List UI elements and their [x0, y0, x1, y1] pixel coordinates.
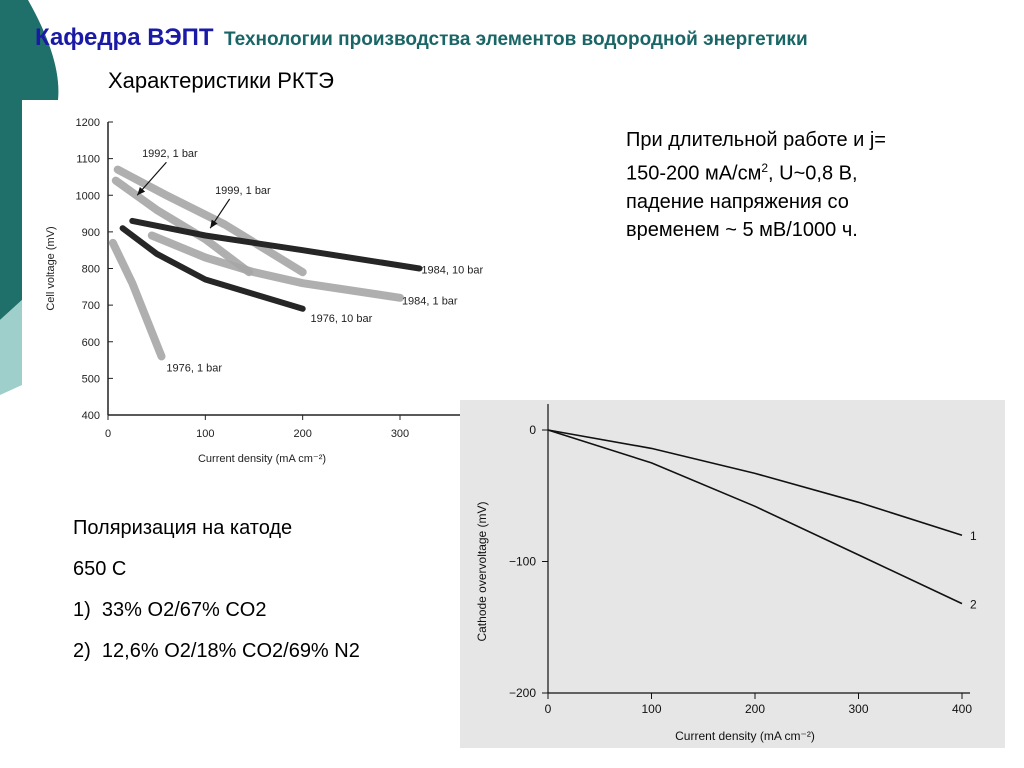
arrow-head-1999-1-bar: [210, 219, 218, 229]
series-line-1976-10-bar: [119, 225, 306, 312]
arrow-head-1992-1-bar: [137, 186, 146, 196]
annotation-1984-10-bar: 1984, 10 bar: [421, 265, 483, 277]
decorative-teal-shapes: [0, 0, 59, 395]
x-tick-label-400: 400: [952, 702, 972, 716]
series-line-1976-1-bar: [108, 238, 166, 361]
note-line-2-post: , U~0,8 В,: [768, 162, 858, 185]
note-line-2: 150-200 мА/см2, U~0,8 В,: [626, 154, 986, 188]
y-tick-label-600: 600: [82, 337, 100, 349]
y-tick-label-1000: 1000: [76, 190, 100, 202]
course-title: Технологии производства элементов водоро…: [224, 29, 808, 50]
note-line-2-pre: 150-200 мА/см: [626, 162, 762, 185]
item-1-number: 1): [73, 599, 91, 621]
y-axis-label: Cell voltage (mV): [45, 226, 57, 310]
cell-voltage-chart: 400 500 600 700 800 900 1000 1100 1200 0 100 200 300…: [45, 117, 484, 465]
x-tick-label-300: 300: [848, 702, 868, 716]
series-line-1992-1-bar: [111, 176, 254, 277]
annotation-1992-1-bar: 1992, 1 bar: [142, 148, 198, 160]
polarization-item-1: 1) 33% O2/67% CO2: [73, 599, 360, 640]
y-tick-label-800: 800: [82, 264, 100, 276]
annotation-1984-1-bar: 1984, 1 bar: [402, 296, 458, 308]
polarization-title: Поляризация на катоде: [73, 517, 293, 539]
teal-light-shape: [0, 300, 22, 395]
note-line-1: При длительной работе и j=: [626, 129, 886, 151]
polarization-item-2: 2) 12,6% O2/18% CO2/69% N2: [73, 640, 360, 681]
y-tick-label-1200: 1200: [76, 117, 100, 129]
annotation-1976-1-bar: 1976, 1 bar: [166, 362, 222, 374]
y-tick-label-700: 700: [82, 300, 100, 312]
teal-dark-shape: [0, 0, 59, 320]
slide-header: Кафедра ВЭПТ Технологии производства эле…: [35, 24, 808, 52]
y-axis-label: Cathode overvoltage (mV): [475, 501, 489, 641]
x-tick-label-0: 0: [545, 702, 552, 716]
y-tick-label-1: −100: [509, 555, 536, 569]
y-tick-label-900: 900: [82, 227, 100, 239]
item-2-text: 12,6% O2/18% CO2/69% N2: [101, 640, 360, 662]
overvoltage-chart-background: [460, 400, 1005, 748]
series-label-2: 2: [970, 598, 977, 612]
annotation-1976-10-bar: 1976, 10 bar: [310, 313, 372, 325]
cathode-polarization-text: Поляризация на катоде 650 С 1) 33% O2/67…: [73, 517, 360, 681]
series-line-1984-10-bar: [129, 217, 423, 272]
annotation-1999-1-bar: 1999, 1 bar: [215, 185, 271, 197]
x-tick-label-100: 100: [196, 428, 214, 440]
x-tick-label-200: 200: [745, 702, 765, 716]
note-line-3: падение напряжения со: [626, 190, 849, 213]
department-name: Кафедра ВЭПТ: [35, 24, 214, 51]
x-axis-label: Current density (mA cm⁻²): [198, 453, 326, 465]
item-1-text: 33% O2/67% CO2: [101, 599, 267, 621]
series-line-1984-1-bar: [147, 231, 404, 302]
y-tick-label-400: 400: [82, 410, 100, 422]
x-tick-label-300: 300: [391, 428, 409, 440]
x-axis-label: Current density (mA cm⁻²): [675, 729, 815, 743]
y-tick-label-500: 500: [82, 373, 100, 385]
x-tick-label-200: 200: [293, 428, 311, 440]
x-tick-label-100: 100: [641, 702, 661, 716]
note-line-2-sup: 2: [761, 161, 769, 175]
x-tick-label-0: 0: [105, 428, 111, 440]
y-tick-label-1100: 1100: [76, 154, 100, 166]
y-tick-label-0: 0: [529, 423, 536, 437]
y-tick-label-2: −200: [509, 686, 536, 700]
series-line-1: [547, 429, 963, 536]
slide-subtitle: Характеристики РКТЭ: [108, 68, 334, 93]
voltage-degradation-note: При длительной работе и j= 150-200 мА/см…: [626, 126, 986, 244]
polarization-temperature: 650 С: [73, 558, 127, 580]
note-line-4: временем ~ 5 мВ/1000 ч.: [626, 218, 858, 241]
series-line-1999-1-bar: [113, 165, 307, 277]
series-label-1: 1: [970, 529, 977, 543]
series-line-2: [547, 429, 963, 605]
cathode-overvoltage-chart: 0 −100 −200 0 100 200 300 400 Current density (m…: [475, 404, 977, 743]
item-2-number: 2): [73, 640, 91, 662]
